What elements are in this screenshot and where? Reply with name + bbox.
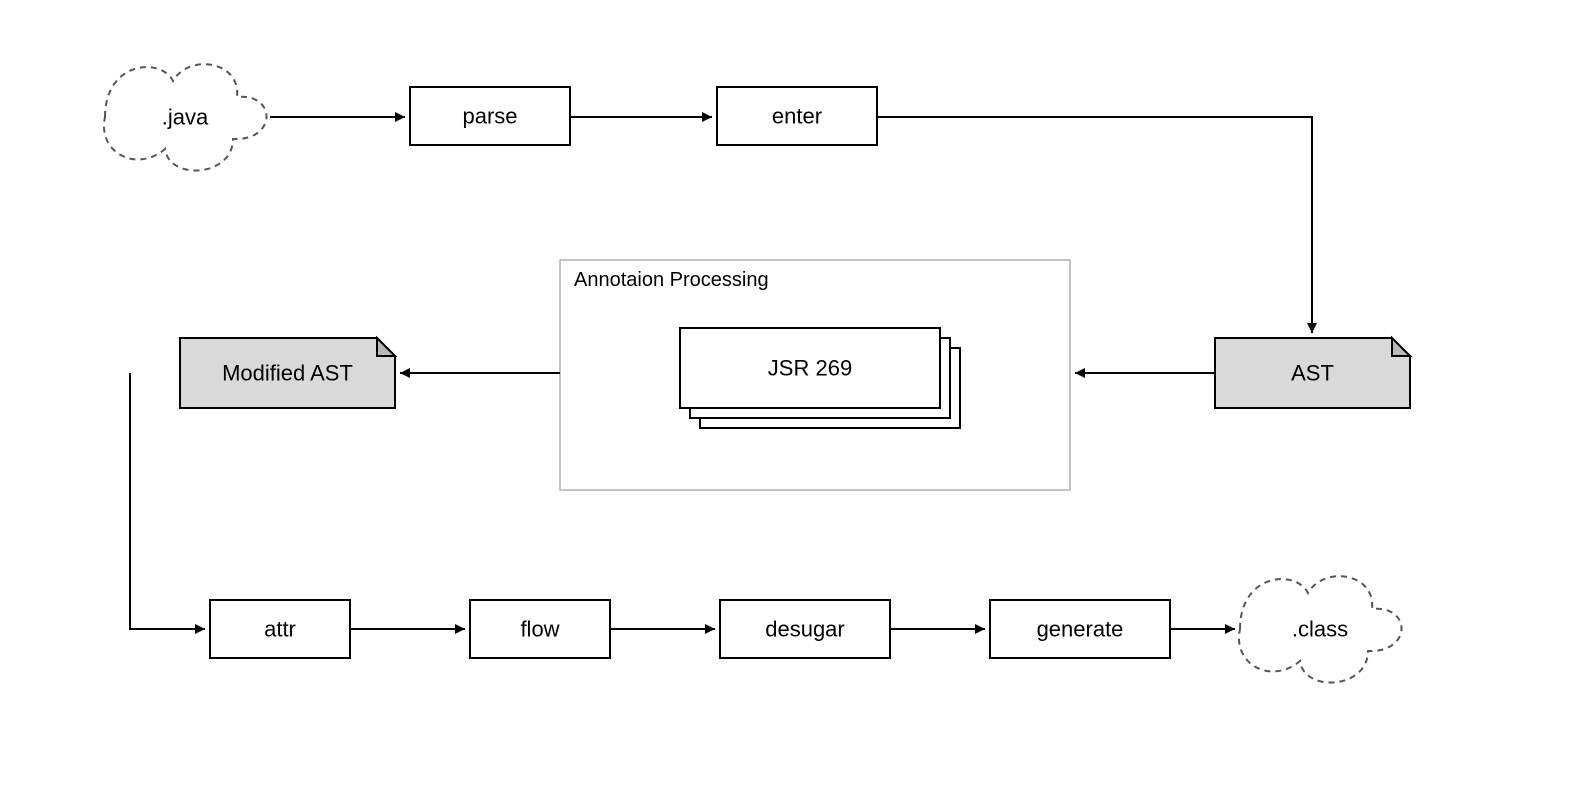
java-cloud-node-label: .java bbox=[162, 105, 209, 130]
attr-box-node-label: attr bbox=[264, 617, 296, 642]
jsr-stack-node-label: JSR 269 bbox=[768, 356, 852, 381]
modast-note-node-label: Modified AST bbox=[222, 361, 353, 386]
edge-modast-note-to-attr-box bbox=[130, 373, 205, 629]
generate-box-node-label: generate bbox=[1037, 617, 1124, 642]
ast-note-node-label: AST bbox=[1291, 361, 1334, 386]
flow-box-node-label: flow bbox=[520, 617, 559, 642]
modast-note-node-fold bbox=[377, 338, 395, 356]
parse-box-node-label: parse bbox=[462, 104, 517, 129]
class-cloud-node-label: .class bbox=[1292, 617, 1348, 642]
edge-enter-box-to-ast-note bbox=[877, 117, 1312, 333]
annot-group-node-label: Annotaion Processing bbox=[574, 269, 769, 291]
enter-box-node-label: enter bbox=[772, 104, 822, 129]
ast-note-node-fold bbox=[1392, 338, 1410, 356]
desugar-box-node-label: desugar bbox=[765, 617, 845, 642]
